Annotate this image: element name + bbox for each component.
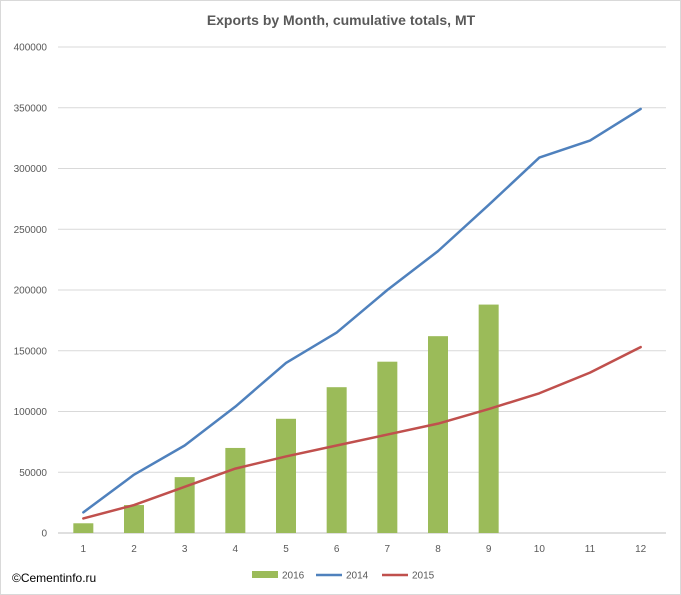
legend-label-2016: 2016 (282, 571, 305, 582)
y-tick-label: 250000 (14, 225, 48, 236)
legend: 2016 2014 2015 (252, 571, 435, 582)
x-tick-label: 9 (486, 544, 492, 555)
x-tick-label: 2 (131, 544, 137, 555)
bars (73, 304, 499, 533)
bar-2016-1 (73, 523, 94, 533)
x-tick-label: 7 (385, 544, 391, 555)
bar-2016-7 (377, 361, 398, 533)
y-tick-label: 350000 (14, 103, 48, 114)
bar-2016-6 (326, 387, 347, 533)
x-tick-label: 5 (283, 544, 289, 555)
y-tick-label: 150000 (14, 346, 48, 357)
x-tick-label: 1 (81, 544, 87, 555)
y-tick-label: 50000 (19, 468, 47, 479)
bar-2016-2 (124, 505, 144, 533)
y-tick-label: 0 (41, 529, 47, 540)
legend-label-2015: 2015 (412, 571, 435, 582)
legend-label-2014: 2014 (346, 571, 369, 582)
x-tick-label: 10 (534, 544, 546, 555)
x-tick-label: 11 (585, 544, 596, 555)
y-axis-ticks: 0 50000 100000 150000 200000 250000 300000 3500… (14, 43, 48, 540)
y-tick-label: 400000 (14, 43, 48, 54)
bar-2016-8 (428, 336, 448, 533)
line-2014 (82, 107, 642, 514)
bar-2016-3 (174, 477, 195, 533)
x-tick-label: 4 (233, 544, 239, 555)
copyright-text: ©Cementinfo.ru (12, 571, 97, 585)
bar-2016-5 (276, 418, 296, 533)
y-tick-label: 300000 (14, 164, 48, 175)
x-tick-label: 8 (435, 544, 441, 555)
chart-title: Exports by Month, cumulative totals, MT (207, 12, 476, 28)
bar-2016-9 (478, 304, 499, 533)
x-tick-label: 3 (182, 544, 188, 555)
y-tick-label: 200000 (14, 286, 48, 297)
y-tick-label: 100000 (14, 407, 48, 418)
gridlines (58, 46, 666, 534)
x-tick-label: 6 (334, 544, 340, 555)
line-2015 (82, 345, 642, 520)
bar-2016-4 (225, 447, 246, 533)
x-axis-ticks: 1 2 3 4 5 6 7 8 9 10 11 12 (81, 544, 647, 555)
x-tick-label: 12 (635, 544, 647, 555)
legend-swatch-2016 (252, 571, 278, 578)
series-lines (82, 107, 642, 520)
